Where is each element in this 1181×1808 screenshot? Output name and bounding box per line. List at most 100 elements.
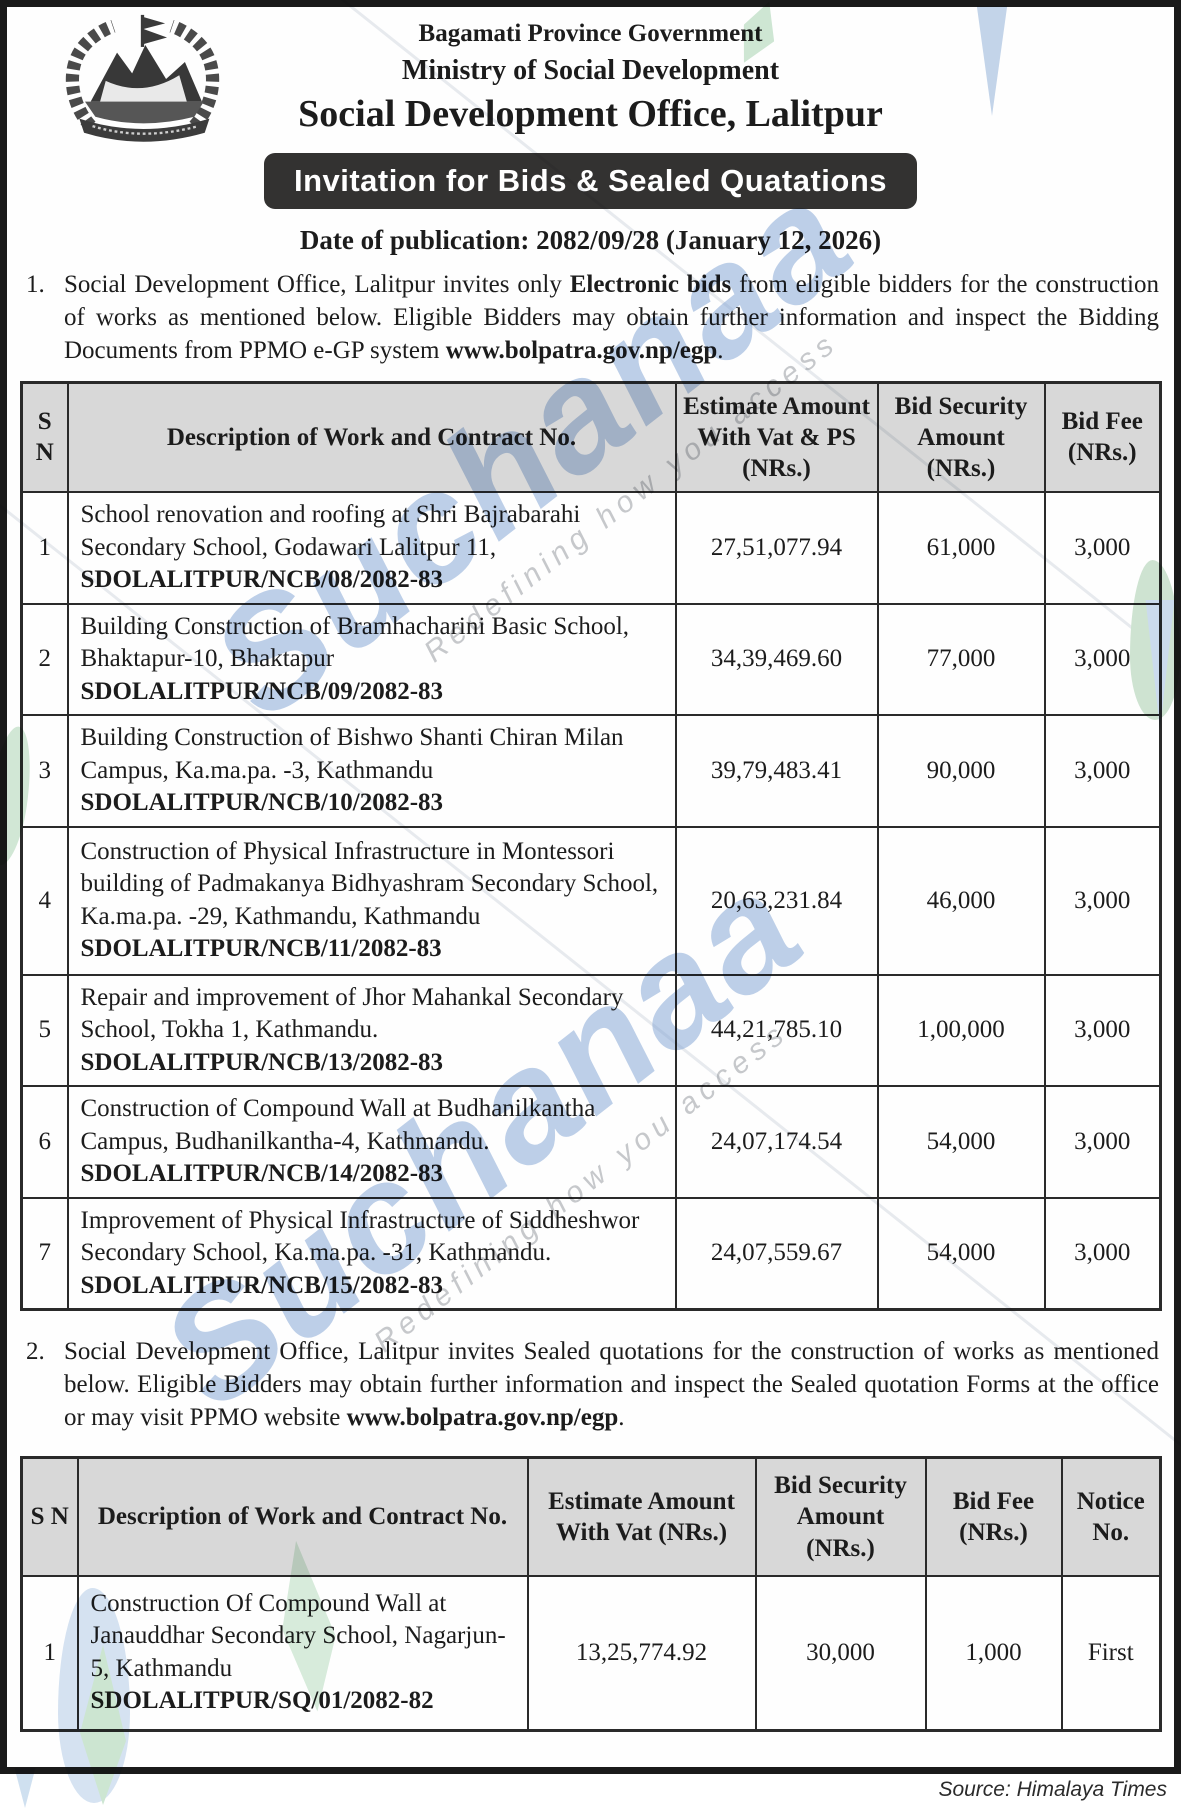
work-description: Construction of Physical Infrastructure … <box>80 837 659 930</box>
fee-cell: 1,000 <box>924 1574 1063 1732</box>
sn-cell: 4 <box>20 825 69 976</box>
paragraph-1-number: 1. <box>26 270 45 298</box>
security-cell: 1,00,000 <box>876 973 1046 1088</box>
estimate-cell: 39,79,483.41 <box>674 714 879 828</box>
fee-cell: 3,000 <box>1043 602 1162 717</box>
table-row: 4 Construction of Physical Infrastructur… <box>20 825 1162 976</box>
work-description: Repair and improvement of Jhor Mahankal … <box>80 983 624 1044</box>
paragraph-1-text: Social Development Office, Lalitpur invi… <box>64 268 1159 367</box>
col-header-estimate: Estimate Amount With Vat (NRs.) <box>526 1456 757 1577</box>
contract-number: SDOLALITPUR/NCB/15/2082-83 <box>80 1271 444 1299</box>
work-description: Building Construction of Bramhacharini B… <box>80 612 630 673</box>
sealed-quotations-table: S N Description of Work and Contract No.… <box>20 1456 1162 1733</box>
fee-cell: 3,000 <box>1043 714 1162 828</box>
description-cell: Repair and improvement of Jhor Mahankal … <box>66 973 677 1088</box>
estimate-cell: 27,51,077.94 <box>674 491 879 605</box>
estimate-cell: 13,25,774.92 <box>526 1574 757 1732</box>
description-cell: Building Construction of Bishwo Shanti C… <box>66 714 677 828</box>
security-cell: 46,000 <box>876 825 1046 976</box>
fee-cell: 3,000 <box>1043 1085 1162 1199</box>
table-row: 6 Construction of Compound Wall at Budha… <box>20 1085 1162 1199</box>
description-cell: Building Construction of Bramhacharini B… <box>66 602 677 717</box>
description-cell: Construction of Compound Wall at Budhani… <box>66 1085 677 1199</box>
notice-cell: First <box>1060 1574 1162 1732</box>
col-header-estimate: Estimate Amount With Vat & PS (NRs.) <box>674 381 879 494</box>
table-row: 7 Improvement of Physical Infrastructure… <box>20 1196 1162 1311</box>
source-credit: Source: Himalaya Times <box>938 1778 1167 1801</box>
emblem-graphic <box>65 14 220 142</box>
security-cell: 54,000 <box>876 1085 1046 1199</box>
security-cell: 54,000 <box>876 1196 1046 1311</box>
sn-cell: 1 <box>20 1574 79 1732</box>
work-description: School renovation and roofing at Shri Ba… <box>80 501 581 561</box>
fee-cell: 3,000 <box>1043 825 1162 976</box>
paragraph-2-number: 2. <box>26 1338 45 1366</box>
sn-cell: 5 <box>20 973 69 1088</box>
estimate-cell: 34,39,469.60 <box>674 602 879 717</box>
sn-cell: 3 <box>20 714 69 828</box>
paragraph-2-post: . <box>618 1404 625 1432</box>
table-row: 1 Construction Of Compound Wall at Janau… <box>20 1574 1162 1732</box>
contract-number: SDOLALITPUR/NCB/10/2082-83 <box>80 789 444 817</box>
notice-title-badge: Invitation for Bids & Sealed Quatations <box>263 152 918 209</box>
table-row: 5 Repair and improvement of Jhor Mahanka… <box>20 973 1162 1088</box>
estimate-cell: 44,21,785.10 <box>674 973 879 1088</box>
description-cell: Construction of Physical Infrastructure … <box>66 825 677 976</box>
contract-number: SDOLALITPUR/NCB/11/2082-83 <box>80 935 442 963</box>
bids-table-header-row: S N Description of Work and Contract No.… <box>20 381 1162 494</box>
work-description: Building Construction of Bishwo Shanti C… <box>80 724 624 784</box>
security-cell: 90,000 <box>876 714 1046 828</box>
watermark-leaf <box>14 1768 36 1808</box>
col-header-notice: Notice No. <box>1060 1456 1162 1577</box>
sn-cell: 7 <box>20 1196 69 1311</box>
work-description: Construction of Compound Wall at Budhani… <box>80 1095 596 1155</box>
contract-number: SDOLALITPUR/NCB/08/2082-83 <box>80 566 444 594</box>
fee-cell: 3,000 <box>1043 1196 1162 1311</box>
paragraph-2: 2. Social Development Office, Lalitpur i… <box>26 1335 1159 1434</box>
col-header-fee: Bid Fee (NRs.) <box>924 1456 1063 1577</box>
nepal-government-emblem-logo <box>50 13 235 145</box>
col-header-security: Bid Security Amount (NRs.) <box>876 381 1046 494</box>
col-header-sn: S N <box>20 381 69 494</box>
paragraph-1: 1. Social Development Office, Lalitpur i… <box>26 268 1159 367</box>
security-cell: 77,000 <box>876 602 1046 717</box>
description-cell: Improvement of Physical Infrastructure o… <box>66 1196 677 1311</box>
col-header-description: Description of Work and Contract No. <box>76 1456 529 1577</box>
fee-cell: 3,000 <box>1043 491 1162 605</box>
col-header-description: Description of Work and Contract No. <box>66 381 677 494</box>
estimate-cell: 24,07,174.54 <box>674 1085 879 1199</box>
sn-cell: 1 <box>20 491 69 605</box>
security-cell: 61,000 <box>876 491 1046 605</box>
contract-number: SDOLALITPUR/NCB/14/2082-83 <box>80 1160 444 1188</box>
notice-header: Bagamati Province Government Ministry of… <box>20 7 1161 256</box>
table-row: 3 Building Construction of Bishwo Shanti… <box>20 714 1162 828</box>
paragraph-1-post: . <box>717 336 724 364</box>
electronic-bids-bold: Electronic bids <box>569 270 732 298</box>
contract-number: SDOLALITPUR/NCB/09/2082-83 <box>80 677 444 705</box>
bids-table: S N Description of Work and Contract No.… <box>20 380 1162 1312</box>
egp-url-text: www.bolpatra.gov.np/egp <box>346 1404 619 1432</box>
description-cell: Construction Of Compound Wall at Janaudd… <box>76 1574 529 1732</box>
table-row: 2 Building Construction of Bramhacharini… <box>20 602 1162 717</box>
publication-date: Date of publication: 2082/09/28 (January… <box>299 224 882 255</box>
work-description: Improvement of Physical Infrastructure o… <box>80 1206 640 1267</box>
contract-number: SDOLALITPUR/SQ/01/2082-82 <box>90 1687 434 1715</box>
col-header-fee: Bid Fee (NRs.) <box>1043 381 1162 494</box>
estimate-cell: 24,07,559.67 <box>674 1196 879 1311</box>
contract-number: SDOLALITPUR/NCB/13/2082-83 <box>80 1048 444 1076</box>
estimate-cell: 20,63,231.84 <box>674 825 879 976</box>
description-cell: School renovation and roofing at Shri Ba… <box>66 491 677 605</box>
col-header-security: Bid Security Amount (NRs.) <box>754 1456 927 1577</box>
sn-cell: 6 <box>20 1085 69 1199</box>
security-cell: 30,000 <box>754 1574 927 1732</box>
egp-url-text: www.bolpatra.gov.np/egp <box>445 336 718 364</box>
work-description: Construction Of Compound Wall at Janaudd… <box>90 1589 506 1682</box>
sn-cell: 2 <box>20 602 69 717</box>
paragraph-2-text: Social Development Office, Lalitpur invi… <box>64 1335 1159 1434</box>
fee-cell: 3,000 <box>1043 973 1162 1088</box>
table-row: 1 School renovation and roofing at Shri … <box>20 491 1162 605</box>
quotations-table-header-row: S N Description of Work and Contract No.… <box>20 1456 1162 1577</box>
paragraph-1-pre: Social Development Office, Lalitpur invi… <box>64 270 570 298</box>
col-header-sn: S N <box>20 1456 79 1577</box>
